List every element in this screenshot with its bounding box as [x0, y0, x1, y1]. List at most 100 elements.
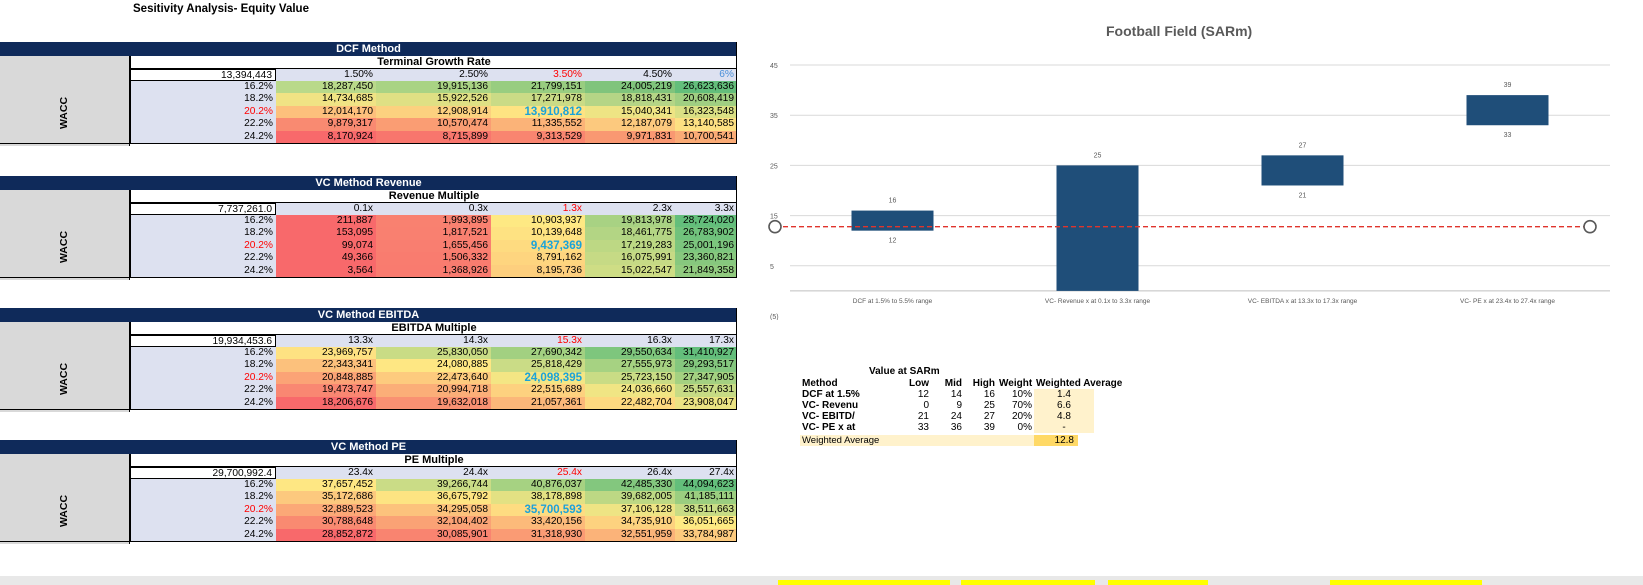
table-cell: 10,700,541	[675, 130, 737, 143]
football-field-chart: 45 35 25 15 5 (5) 16 12 DCF at 1.5% to 5.5% rang…	[768, 63, 1610, 320]
row-header: 24.2%	[130, 130, 276, 143]
table-cell: 19,813,978	[585, 215, 675, 228]
column-header: High	[972, 378, 995, 389]
column-header: 0.3x	[376, 203, 491, 215]
table-cell: 12	[917, 389, 929, 400]
table-cell: 42,485,330	[585, 479, 675, 492]
value-table-row: VC- EBITD/21 24 27 20% 4.8	[800, 411, 1094, 422]
table-cell: 10%	[1011, 389, 1032, 400]
table-border	[0, 409, 737, 410]
table-cell: 24,005,219	[585, 81, 675, 94]
table-border	[736, 42, 737, 144]
table-cell: 17,219,283	[585, 239, 675, 253]
table-cell: 9,879,317	[276, 118, 376, 131]
column-axis-label: Terminal Growth Rate	[130, 56, 737, 69]
table-header: VC Method EBITDA	[0, 308, 737, 322]
table-cell: 35,700,593	[491, 503, 585, 517]
table-cell: 27,347,905	[675, 371, 737, 385]
table-cell: 30,085,901	[376, 528, 491, 541]
table-cell: 38,511,663	[675, 503, 737, 517]
table-cell: 25,818,429	[491, 359, 585, 372]
column-axis-label: EBITDA Multiple	[130, 322, 737, 335]
table-cell: 24,036,660	[585, 384, 675, 397]
table-cell: 49,366	[276, 252, 376, 265]
row-header: 24.2%	[130, 528, 276, 541]
table-cell: 70%	[1011, 400, 1032, 411]
table-cell: 18,461,775	[585, 227, 675, 240]
table-cell: 14	[950, 389, 962, 400]
base-value: 7,737,261.0	[130, 203, 276, 215]
table-cell: 9,971,831	[585, 130, 675, 143]
table-cell: VC- PE x at	[802, 422, 856, 433]
x-tick-label: DCF at 1.5% to 5.5% range	[853, 298, 933, 305]
column-header: 2.50%	[376, 69, 491, 81]
table-cell: 10,139,648	[491, 227, 585, 240]
data-label-low: 33	[1504, 132, 1512, 139]
table-cell: 1,817,521	[376, 227, 491, 240]
sheet-title: Sesitivity Analysis- Equity Value	[133, 3, 309, 15]
y-tick-label: 45	[770, 63, 778, 70]
column-axis-label: Revenue Multiple	[130, 190, 737, 203]
column-header: 27.4x	[675, 467, 737, 479]
table-cell: 37,657,452	[276, 479, 376, 492]
table-cell: 13,910,812	[491, 105, 585, 119]
table-cell: 1,993,895	[376, 215, 491, 228]
value-table-header: Method Low Mid High Weight Weighted Average	[800, 378, 1122, 389]
sensitivity-table-dcf: DCF Method WACC Terminal Growth Rate 13,394…	[0, 42, 737, 154]
table-cell: 39,266,744	[376, 479, 491, 492]
x-tick-label: VC- PE x at 23.4x to 27.4x range	[1460, 298, 1555, 305]
bar	[851, 210, 934, 231]
row-header: 16.2%	[130, 215, 276, 228]
row-axis-label: WACC	[58, 362, 70, 396]
table-border	[0, 277, 737, 278]
row-axis-label: WACC	[58, 494, 70, 528]
value-table-row: DCF at 1.5% 12 14 16 10% 1.4	[800, 389, 1094, 400]
data-label-high: 39	[1504, 82, 1512, 89]
bar	[1056, 165, 1139, 291]
table-cell: 24	[950, 411, 962, 422]
table-cell: 16,075,991	[585, 252, 675, 265]
table-cell: 27	[983, 411, 995, 422]
table-cell: 24,098,395	[491, 371, 585, 385]
table-cell: 34,295,058	[376, 503, 491, 517]
column-header: 1.50%	[276, 69, 376, 81]
column-header: 13.3x	[276, 335, 376, 347]
column-header: 3.3x	[675, 203, 737, 215]
row-header: 22.2%	[130, 384, 276, 397]
highlight-bar	[961, 580, 1095, 585]
row-header: 24.2%	[130, 264, 276, 277]
data-label-high: 25	[1094, 152, 1102, 159]
table-cell: 12,014,170	[276, 105, 376, 119]
table-cell: 30,788,648	[276, 516, 376, 529]
table-cell: 25	[983, 400, 995, 411]
table-cell: 39	[983, 422, 995, 433]
y-tick-label: 25	[770, 163, 778, 170]
table-border	[736, 440, 737, 542]
line-handle	[768, 219, 782, 234]
table-header: DCF Method	[0, 42, 737, 56]
table-cell: 24,080,885	[376, 359, 491, 372]
column-header: 0.1x	[276, 203, 376, 215]
table-cell: 22,515,689	[491, 384, 585, 397]
bar	[1261, 155, 1344, 186]
table-cell: 23,969,757	[276, 347, 376, 360]
table-cell: 10,903,937	[491, 215, 585, 228]
column-header: 17.3x	[675, 335, 737, 347]
row-header: 22.2%	[130, 516, 276, 529]
weighted-average-value: 12.8	[1034, 435, 1078, 446]
row-header: 18.2%	[130, 93, 276, 106]
value-table-row: VC- Revenu 0 9 25 70% 6.6	[800, 400, 1094, 411]
table-cell: 153,095	[276, 227, 376, 240]
table-cell: 0	[923, 400, 929, 411]
table-cell: 21,799,151	[491, 81, 585, 94]
data-label-low: 21	[1299, 192, 1307, 199]
table-cell: 20%	[1011, 411, 1032, 422]
row-header: 16.2%	[130, 81, 276, 94]
column-header: 2.3x	[585, 203, 675, 215]
row-header: 18.2%	[130, 491, 276, 504]
table-cell: 15,922,526	[376, 93, 491, 106]
value-table-body: Method Low Mid High Weight Weighted Average DC…	[800, 378, 1122, 446]
table-cell: 29,293,517	[675, 359, 737, 372]
line-handle	[1583, 219, 1597, 234]
table-header: VC Method Revenue	[0, 176, 737, 190]
